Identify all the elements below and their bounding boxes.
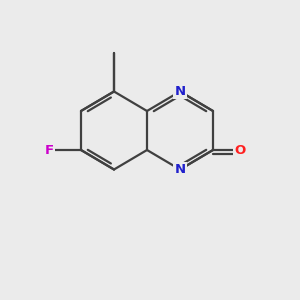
Text: N: N (174, 163, 186, 176)
Text: F: F (45, 143, 54, 157)
Text: N: N (174, 85, 186, 98)
Text: O: O (234, 143, 246, 157)
